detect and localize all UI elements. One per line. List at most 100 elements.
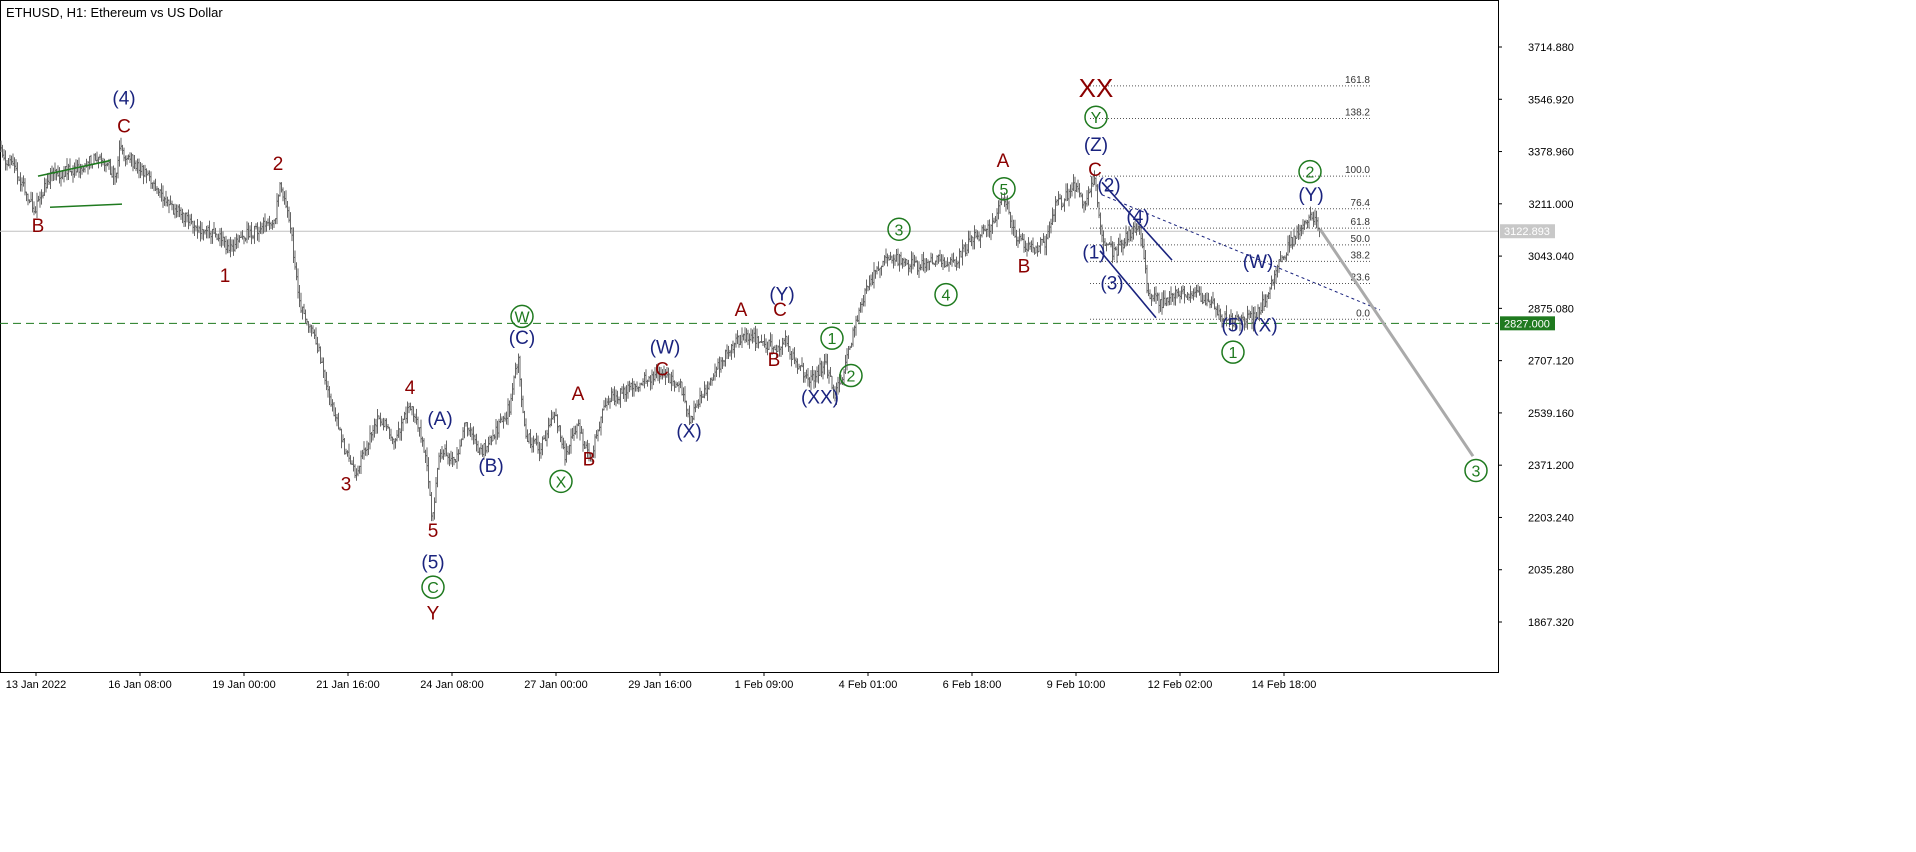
wave-label: (W)	[650, 338, 681, 359]
plot-frame	[0, 0, 1499, 673]
wave-label: 1	[828, 331, 837, 348]
y-tick-label: 2875.080	[1528, 303, 1574, 315]
wave-label: C	[655, 359, 669, 380]
wave-label: (2)	[1097, 176, 1120, 197]
x-tick-label: 13 Jan 2022	[6, 679, 67, 691]
wave-label: (1)	[1082, 243, 1105, 264]
fib-level-label: 50.0	[1351, 234, 1371, 245]
x-tick-label: 6 Feb 18:00	[943, 679, 1002, 691]
wave-label: A	[997, 151, 1010, 172]
wave-label-circle	[510, 304, 534, 329]
fib-level-label: 61.8	[1351, 217, 1371, 228]
wave-label: (W)	[1243, 252, 1274, 273]
y-tick-label: 2203.240	[1528, 512, 1574, 524]
wave-label: (4)	[1126, 207, 1149, 228]
wave-label: (X)	[676, 422, 701, 443]
fib-level-label: 161.8	[1345, 75, 1370, 86]
wave-label: (5)	[421, 552, 444, 573]
wave-label-circle	[839, 363, 863, 388]
y-tick-label: 3546.920	[1528, 94, 1574, 106]
fib-level-label: 138.2	[1345, 108, 1370, 119]
chart-title: ETHUSD, H1: Ethereum vs US Dollar	[6, 5, 223, 20]
current-price-label-box	[1500, 224, 1555, 239]
wave-label: (5)	[1221, 316, 1244, 337]
wave-label: 2	[1306, 165, 1315, 182]
wave-label: 3	[341, 474, 352, 495]
y-tick-label: 2371.200	[1528, 460, 1574, 472]
fib-level-label: 38.2	[1351, 250, 1371, 261]
wave-label: B	[1018, 257, 1031, 278]
wave-label: (A)	[427, 409, 452, 430]
y-tick-label: 2539.160	[1528, 408, 1574, 420]
trendline	[1099, 250, 1157, 319]
level-label: 2827.000	[1504, 318, 1550, 330]
wave-labels: (4)CB2134(A)(B)5(5)CYW(C)XAB(W)C(X)A(Y)C…	[32, 73, 1488, 625]
wave-label: (Y)	[769, 285, 794, 306]
x-tick-label: 9 Feb 10:00	[1047, 679, 1106, 691]
wave-label: (C)	[509, 328, 535, 349]
fib-level-label: 23.6	[1351, 272, 1371, 283]
wave-label: (X)	[1252, 316, 1277, 337]
wave-label-circle	[1221, 340, 1245, 364]
wave-label: 3	[895, 222, 904, 239]
x-tick-label: 4 Feb 01:00	[839, 679, 898, 691]
wave-label: (Y)	[1298, 185, 1323, 206]
wave-label-circle	[820, 326, 844, 350]
wave-label-circle	[1084, 105, 1108, 129]
level-label-box	[1500, 316, 1555, 331]
x-tick-label: 12 Feb 02:00	[1148, 679, 1213, 691]
wave-label: X	[556, 474, 567, 491]
forecast-line	[1318, 228, 1475, 458]
wave-label: XX	[1079, 73, 1114, 103]
wave-label-circle	[934, 282, 958, 307]
trendline	[1101, 181, 1173, 261]
wave-label: (XX)	[801, 387, 839, 408]
wave-label: 5	[428, 521, 439, 542]
wave-label-circle	[421, 575, 445, 599]
x-axis: 13 Jan 2022 16 Jan 08:00 19 Jan 00:00 21 Ja…	[6, 672, 1316, 691]
fib-level-label: 100.0	[1345, 165, 1370, 176]
wave-label: 5	[1000, 182, 1009, 199]
ohlc-bars	[0, 137, 1321, 522]
wave-label: Y	[427, 604, 440, 625]
wave-label: A	[572, 384, 585, 405]
wave-label: C	[117, 117, 131, 138]
wave-label: (Z)	[1084, 135, 1108, 156]
x-tick-label: 24 Jan 08:00	[420, 679, 484, 691]
wave-label: 2	[847, 369, 856, 386]
trendline	[49, 203, 123, 209]
wave-label-circle	[549, 469, 573, 494]
trendlines	[37, 159, 1381, 319]
wave-label: (B)	[478, 456, 503, 477]
y-tick-label: 2707.120	[1528, 356, 1574, 368]
x-tick-label: 21 Jan 16:00	[316, 679, 380, 691]
y-tick-label: 3211.000	[1528, 199, 1573, 211]
wave-label: B	[768, 350, 781, 371]
y-axis: 3714.880 3546.920 3378.960 3211.000 3043.040…	[1498, 42, 1574, 629]
wave-label: 2	[273, 154, 284, 175]
wave-label-circle	[887, 217, 911, 242]
wave-label: C	[773, 300, 787, 321]
wave-label: W	[514, 309, 530, 326]
wave-label-circle	[992, 177, 1016, 201]
fibonacci-levels: 200161.8138.2100.076.461.850.038.223.60.…	[1090, 75, 1372, 320]
wave-label: C	[1088, 160, 1102, 181]
wave-label: (4)	[112, 89, 135, 110]
wave-label-circle	[1298, 159, 1322, 184]
wave-label: 1	[220, 266, 231, 287]
trendline	[1101, 194, 1381, 311]
wave-label: 4	[942, 288, 951, 305]
x-tick-label: 16 Jan 08:00	[108, 679, 172, 691]
x-tick-label: 29 Jan 16:00	[628, 679, 692, 691]
wave-label: 3	[1472, 463, 1481, 480]
x-tick-label: 19 Jan 00:00	[212, 679, 276, 691]
fib-level-label: 0.0	[1356, 308, 1370, 319]
wave-label: A	[735, 300, 748, 321]
y-tick-label: 3043.040	[1528, 251, 1574, 263]
fib-level-label: 76.4	[1351, 198, 1371, 209]
y-tick-label: 1867.320	[1528, 617, 1574, 629]
wave-label: 4	[405, 378, 416, 399]
current-price-label: 3122.893	[1504, 226, 1550, 238]
wave-label: Y	[1091, 110, 1102, 127]
